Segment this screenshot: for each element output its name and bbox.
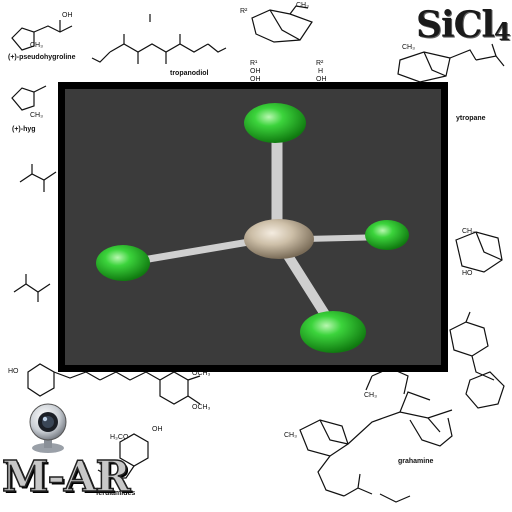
formula-title: SiCl4	[416, 4, 510, 46]
label-oh-bottom: OH	[152, 426, 163, 433]
formula-subscript: 4	[494, 17, 510, 46]
webcam-icon	[24, 402, 72, 454]
label-ho-left: HO	[8, 368, 19, 375]
label-h3c-right: CH₃	[402, 44, 415, 51]
silicon-atom	[244, 219, 314, 259]
label-r1: R¹	[250, 60, 257, 67]
label-r2: R²	[316, 60, 323, 67]
label-och3-b: OCH₃	[192, 404, 210, 411]
label-ch3-2: CH₃	[30, 112, 43, 119]
label-ch3-grahamine: CH₃	[284, 432, 297, 439]
chlorine-atom-right	[365, 220, 409, 250]
label-r1-value-1: OH	[250, 68, 261, 75]
brand-logo-text: M-AR	[2, 452, 129, 501]
label-r2-top: R²	[240, 8, 247, 15]
label-ho-right: HO	[462, 270, 473, 277]
formula-main: SiCl	[416, 4, 494, 46]
molecule-viewer[interactable]	[58, 82, 448, 372]
label-ch3-grahamine-2: CH₃	[364, 392, 377, 399]
sicl4-model[interactable]	[65, 89, 441, 365]
label-ch3-1: CH₃	[30, 42, 43, 49]
label-hygroline-partial: (+)-hyg	[12, 126, 36, 133]
chlorine-atom-left	[96, 245, 150, 281]
label-pseudohygroline: (+)-pseudohygroline	[8, 54, 75, 61]
label-h3c-mid-right: CH₃	[462, 228, 475, 235]
chlorine-atom-top	[244, 103, 306, 143]
label-h3c-top: CH₃	[296, 2, 309, 9]
label-grahamine: grahamine	[398, 458, 433, 465]
label-tropane-partial: ytropane	[456, 115, 486, 122]
label-r2-value-1: H	[318, 68, 323, 75]
label-h3co: H₃CO	[110, 434, 128, 441]
chlorine-atom-bottom	[300, 311, 366, 353]
label-oh-1: OH	[62, 12, 73, 19]
label-tropanodiol: tropanodiol	[170, 70, 209, 77]
